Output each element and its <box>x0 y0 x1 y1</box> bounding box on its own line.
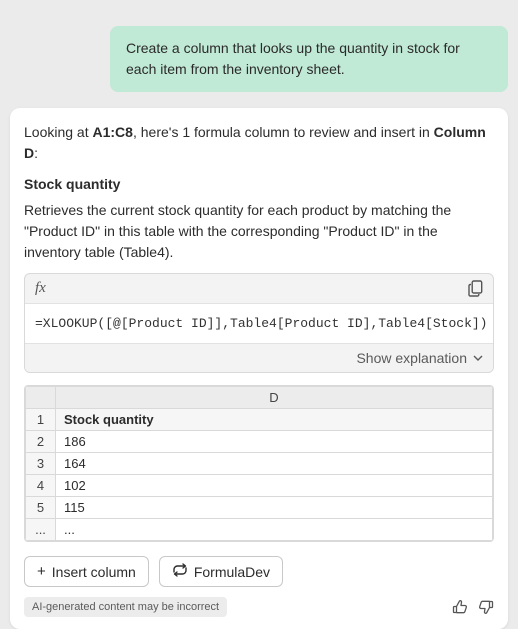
preview-table: D 1 Stock quantity 2 186 3 164 <box>24 385 494 542</box>
intro-middle: , here's 1 formula column to review and … <box>133 124 434 140</box>
plus-icon: + <box>37 564 46 579</box>
chevron-down-icon <box>473 350 483 366</box>
row-number[interactable]: 5 <box>26 497 56 519</box>
cell-value[interactable]: 186 <box>56 431 493 453</box>
thumbs-down-icon[interactable] <box>478 599 494 615</box>
row-number[interactable]: 1 <box>26 409 56 431</box>
table-row: 2 186 <box>26 431 493 453</box>
footer-row: AI-generated content may be incorrect <box>24 597 494 617</box>
row-number[interactable]: 2 <box>26 431 56 453</box>
feedback-buttons <box>452 599 494 615</box>
user-prompt-bubble: Create a column that looks up the quanti… <box>110 26 508 92</box>
corner-cell <box>26 387 56 409</box>
table-row: 4 102 <box>26 475 493 497</box>
fx-label: fx <box>35 280 46 297</box>
row-number[interactable]: 4 <box>26 475 56 497</box>
copy-icon[interactable] <box>468 280 483 297</box>
intro-suffix: : <box>34 145 38 161</box>
thumbs-up-icon[interactable] <box>452 599 468 615</box>
table-row: ... ... <box>26 519 493 541</box>
formula-block: fx =XLOOKUP([@[Product ID]],Table4[Produ… <box>24 273 494 373</box>
intro-line: Looking at A1:C8, here's 1 formula colum… <box>24 122 494 164</box>
table-row: 3 164 <box>26 453 493 475</box>
cell-value[interactable]: Stock quantity <box>56 409 493 431</box>
ai-note: AI-generated content may be incorrect <box>24 597 227 617</box>
formula-dev-label: FormulaDev <box>194 564 270 580</box>
column-header-d[interactable]: D <box>56 387 493 409</box>
show-explanation-button[interactable]: Show explanation <box>25 344 493 372</box>
show-explanation-label: Show explanation <box>356 350 467 366</box>
intro-range: A1:C8 <box>93 124 133 140</box>
loop-icon <box>172 563 188 580</box>
cell-value[interactable]: 164 <box>56 453 493 475</box>
insert-column-button[interactable]: + Insert column <box>24 556 149 587</box>
formula-code[interactable]: =XLOOKUP([@[Product ID]],Table4[Product … <box>25 304 493 344</box>
formula-header: fx <box>25 274 493 304</box>
cell-value[interactable]: 115 <box>56 497 493 519</box>
actions-row: + Insert column FormulaDev <box>24 556 494 587</box>
table-row: 1 Stock quantity <box>26 409 493 431</box>
table-row: 5 115 <box>26 497 493 519</box>
row-number[interactable]: ... <box>26 519 56 541</box>
cell-value[interactable]: 102 <box>56 475 493 497</box>
section-title: Stock quantity <box>24 176 494 192</box>
intro-prefix: Looking at <box>24 124 93 140</box>
section-description: Retrieves the current stock quantity for… <box>24 200 494 263</box>
formula-dev-button[interactable]: FormulaDev <box>159 556 283 587</box>
row-number[interactable]: 3 <box>26 453 56 475</box>
cell-value[interactable]: ... <box>56 519 493 541</box>
insert-column-label: Insert column <box>52 564 136 580</box>
user-prompt-text: Create a column that looks up the quanti… <box>126 40 460 77</box>
assistant-card: Looking at A1:C8, here's 1 formula colum… <box>10 108 508 629</box>
